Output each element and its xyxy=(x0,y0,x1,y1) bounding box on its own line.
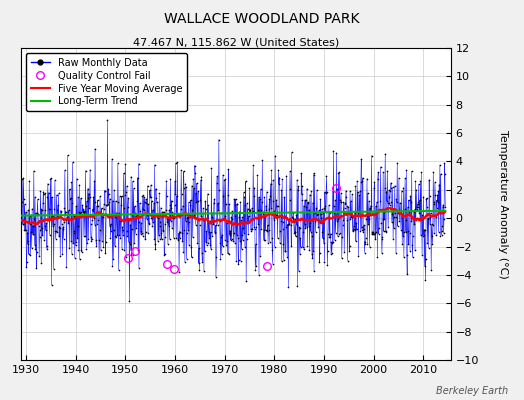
Text: WALLACE WOODLAND PARK: WALLACE WOODLAND PARK xyxy=(164,12,360,26)
Legend: Raw Monthly Data, Quality Control Fail, Five Year Moving Average, Long-Term Tren: Raw Monthly Data, Quality Control Fail, … xyxy=(26,53,187,111)
Text: Berkeley Earth: Berkeley Earth xyxy=(436,386,508,396)
Title: 47.467 N, 115.862 W (United States): 47.467 N, 115.862 W (United States) xyxy=(133,37,339,47)
Y-axis label: Temperature Anomaly (°C): Temperature Anomaly (°C) xyxy=(498,130,508,278)
